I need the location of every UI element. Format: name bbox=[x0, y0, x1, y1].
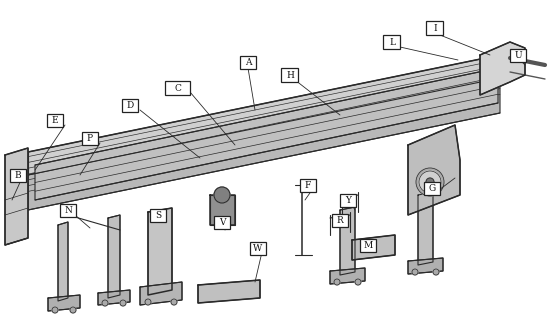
Polygon shape bbox=[418, 192, 433, 265]
Circle shape bbox=[416, 168, 444, 196]
Polygon shape bbox=[35, 68, 498, 200]
Text: I: I bbox=[433, 23, 437, 33]
Circle shape bbox=[145, 299, 151, 305]
Circle shape bbox=[171, 299, 177, 305]
Polygon shape bbox=[140, 282, 182, 305]
FancyBboxPatch shape bbox=[10, 169, 26, 181]
Text: M: M bbox=[363, 241, 372, 250]
FancyBboxPatch shape bbox=[60, 204, 76, 217]
Circle shape bbox=[419, 171, 441, 193]
Text: C: C bbox=[175, 84, 181, 92]
Text: A: A bbox=[245, 58, 251, 67]
Circle shape bbox=[334, 279, 340, 285]
Polygon shape bbox=[352, 235, 395, 260]
Text: N: N bbox=[64, 205, 72, 214]
FancyBboxPatch shape bbox=[360, 238, 376, 252]
Text: V: V bbox=[219, 218, 225, 227]
Polygon shape bbox=[340, 207, 355, 275]
Polygon shape bbox=[98, 290, 130, 305]
FancyBboxPatch shape bbox=[282, 68, 299, 82]
Polygon shape bbox=[198, 280, 260, 303]
Circle shape bbox=[214, 187, 230, 203]
FancyBboxPatch shape bbox=[150, 209, 166, 221]
FancyBboxPatch shape bbox=[510, 49, 526, 61]
Text: H: H bbox=[286, 70, 294, 79]
Text: D: D bbox=[126, 100, 134, 109]
Circle shape bbox=[102, 300, 108, 306]
FancyBboxPatch shape bbox=[214, 215, 230, 228]
Polygon shape bbox=[5, 148, 28, 245]
Polygon shape bbox=[148, 208, 172, 295]
Text: L: L bbox=[389, 37, 395, 46]
Polygon shape bbox=[28, 55, 505, 175]
Circle shape bbox=[433, 269, 439, 275]
Circle shape bbox=[355, 279, 361, 285]
Polygon shape bbox=[28, 78, 500, 210]
FancyBboxPatch shape bbox=[332, 213, 348, 227]
Text: U: U bbox=[514, 51, 522, 60]
Circle shape bbox=[70, 307, 76, 313]
FancyBboxPatch shape bbox=[47, 114, 63, 126]
Text: F: F bbox=[305, 180, 311, 189]
FancyBboxPatch shape bbox=[122, 99, 138, 111]
Circle shape bbox=[426, 178, 434, 186]
Polygon shape bbox=[210, 195, 235, 225]
Text: S: S bbox=[155, 211, 161, 220]
FancyBboxPatch shape bbox=[240, 55, 256, 68]
FancyBboxPatch shape bbox=[424, 181, 440, 195]
FancyBboxPatch shape bbox=[426, 21, 444, 35]
FancyBboxPatch shape bbox=[82, 132, 98, 145]
Polygon shape bbox=[48, 295, 80, 311]
Text: B: B bbox=[15, 171, 21, 180]
Text: E: E bbox=[52, 116, 58, 124]
Polygon shape bbox=[408, 258, 443, 274]
Polygon shape bbox=[408, 125, 460, 215]
FancyBboxPatch shape bbox=[165, 81, 191, 95]
Text: P: P bbox=[87, 133, 93, 142]
Text: Y: Y bbox=[345, 196, 351, 204]
FancyBboxPatch shape bbox=[300, 179, 316, 191]
Text: R: R bbox=[337, 215, 343, 225]
Polygon shape bbox=[330, 268, 365, 284]
Circle shape bbox=[412, 269, 418, 275]
FancyBboxPatch shape bbox=[383, 35, 401, 49]
Circle shape bbox=[120, 300, 126, 306]
Polygon shape bbox=[58, 222, 68, 301]
Text: G: G bbox=[428, 183, 436, 193]
Circle shape bbox=[52, 307, 58, 313]
FancyBboxPatch shape bbox=[340, 194, 356, 206]
Polygon shape bbox=[108, 215, 120, 298]
Text: W: W bbox=[253, 244, 263, 252]
Polygon shape bbox=[480, 42, 525, 95]
FancyBboxPatch shape bbox=[250, 242, 266, 254]
